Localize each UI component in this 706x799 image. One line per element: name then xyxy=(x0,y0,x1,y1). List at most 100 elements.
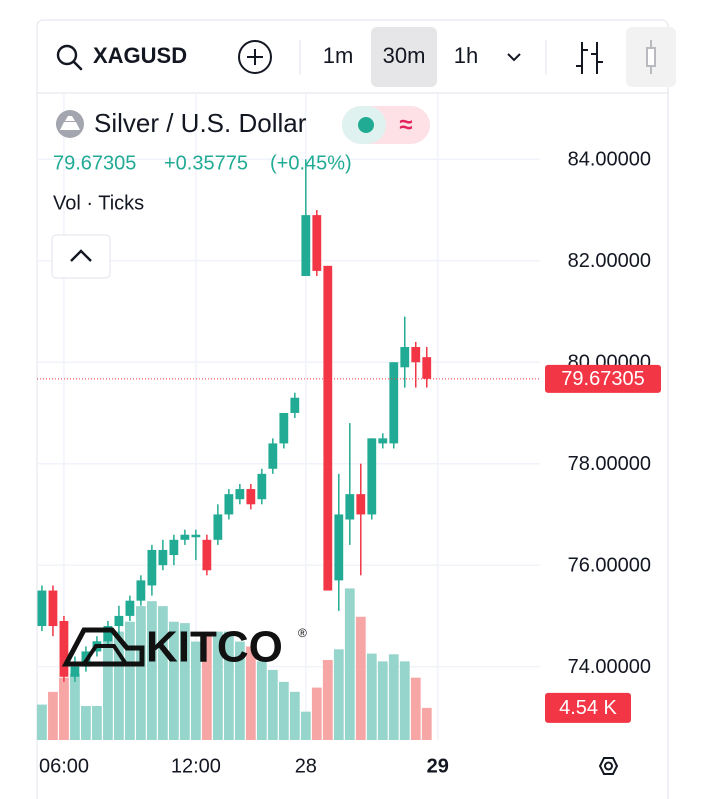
x-tick-label: 28 xyxy=(295,755,317,777)
watermark-mark: ® xyxy=(298,626,307,640)
settings-icon[interactable] xyxy=(598,757,619,775)
volume-bar xyxy=(37,704,47,740)
candle-icon[interactable] xyxy=(646,40,656,74)
symbol-logo-art xyxy=(60,116,80,130)
legend-change: +0.35775 xyxy=(164,152,248,174)
volume-legend: Vol · Ticks xyxy=(53,192,144,214)
volume-bar xyxy=(223,631,234,740)
candle-body xyxy=(290,397,300,413)
candle-body xyxy=(158,549,168,566)
volume-bar xyxy=(421,707,432,740)
collapse-icon xyxy=(70,249,92,262)
x-tick-label: 06:00 xyxy=(39,755,89,777)
y-tick-label: 84.00000 xyxy=(568,149,651,171)
candle-body xyxy=(191,534,201,538)
candle-body xyxy=(411,347,421,363)
y-tick-label: 78.00000 xyxy=(568,453,651,475)
frame xyxy=(36,19,669,799)
candle-body xyxy=(356,494,366,515)
volume-bar xyxy=(114,631,124,740)
volume-bar xyxy=(168,621,179,740)
delayed-icon: ≈ xyxy=(399,111,412,138)
candle-body xyxy=(334,514,344,581)
series-name: Silver / U.S. Dollar xyxy=(94,108,307,138)
watermark: KITCO xyxy=(146,623,283,672)
volume-bar xyxy=(92,706,102,740)
candle-body xyxy=(301,215,311,276)
candle-body xyxy=(180,534,190,540)
candle-body xyxy=(345,494,355,520)
candle-body xyxy=(103,626,113,642)
volume-bar xyxy=(103,631,113,740)
volume-bar xyxy=(410,677,421,740)
y-tick-label: 76.00000 xyxy=(568,554,651,576)
last-volume-label: 4.54 K xyxy=(559,697,617,719)
candle-body xyxy=(37,590,47,627)
candle-body xyxy=(70,666,80,677)
volume-bar xyxy=(125,621,135,740)
candle-body xyxy=(279,412,289,444)
candle-body xyxy=(169,539,179,556)
volume-bar xyxy=(267,669,278,740)
search-icon[interactable] xyxy=(56,44,83,71)
volume-bar xyxy=(289,691,300,740)
x-tick-label: 29 xyxy=(427,755,449,777)
volume-bar xyxy=(146,601,157,740)
candle-body xyxy=(422,357,432,379)
candle-body xyxy=(224,494,234,515)
candle-body xyxy=(136,580,146,601)
last-price-tag xyxy=(545,364,661,393)
interval[interactable]: 1m xyxy=(323,43,354,68)
candle-body xyxy=(312,215,322,271)
volume-bar xyxy=(212,631,223,740)
candle-body xyxy=(213,514,223,540)
add-symbol[interactable] xyxy=(238,40,272,74)
candle-body xyxy=(246,489,256,505)
candle-body xyxy=(257,473,267,500)
axis-layer: 74.0000076.0000078.0000080.0000082.00000… xyxy=(39,149,661,777)
candle-body xyxy=(378,438,388,444)
candle-body xyxy=(235,489,245,500)
candle-body xyxy=(48,590,58,627)
volume-bar xyxy=(333,649,344,740)
candle-body xyxy=(147,549,157,586)
candle-body xyxy=(367,438,377,515)
candle-layer xyxy=(37,159,540,682)
chart-type[interactable] xyxy=(576,42,603,74)
volume-bar xyxy=(234,641,245,740)
interval-menu[interactable] xyxy=(507,53,521,62)
volume-bar xyxy=(190,641,201,740)
interval[interactable]: 30m xyxy=(383,43,426,68)
volume-bar xyxy=(136,606,146,740)
interval[interactable]: 1h xyxy=(454,43,478,68)
volume-bar xyxy=(81,706,91,740)
volume-bar xyxy=(70,673,80,740)
grid-layer xyxy=(37,94,540,740)
candle-body xyxy=(323,265,333,591)
collapse-button[interactable] xyxy=(51,234,111,279)
watermark-logo xyxy=(61,627,145,667)
candle-body xyxy=(400,347,410,368)
market-open-dot xyxy=(358,117,374,133)
volume-bar xyxy=(366,653,377,740)
volume-bar xyxy=(399,661,410,740)
volume-bar xyxy=(344,588,355,740)
volume-bar xyxy=(311,687,322,740)
volume-bar xyxy=(48,691,58,740)
last-volume-tag xyxy=(545,692,631,723)
candle-body xyxy=(202,539,212,571)
candle-body xyxy=(59,620,69,677)
volume-bar xyxy=(322,659,333,740)
volume-bar xyxy=(256,661,267,740)
last-price-label: 79.67305 xyxy=(561,368,644,390)
candle-body xyxy=(125,600,135,616)
symbol[interactable]: XAGUSD xyxy=(93,43,187,68)
y-tick-label: 82.00000 xyxy=(568,250,651,272)
volume-bar xyxy=(355,616,366,740)
volume-bar xyxy=(179,623,190,740)
volume-bar xyxy=(377,661,388,740)
candle-body xyxy=(114,615,124,627)
volume-bar xyxy=(59,677,69,740)
candle-body xyxy=(389,362,399,444)
